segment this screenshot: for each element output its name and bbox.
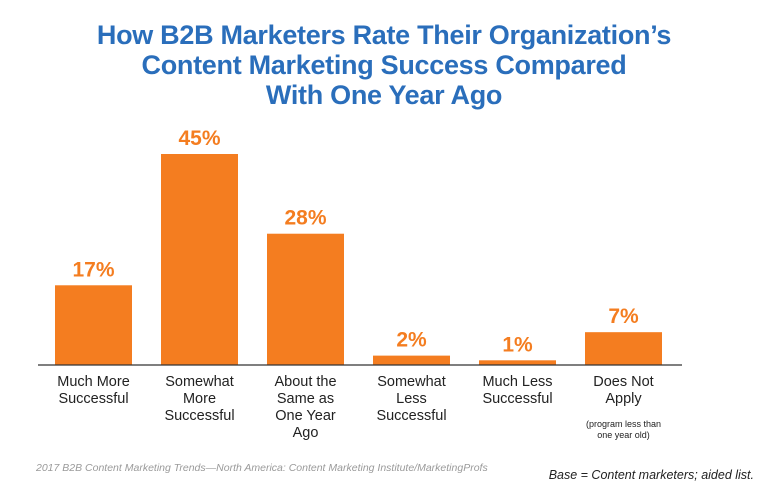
x-tick-label: Apply bbox=[605, 391, 642, 407]
bar bbox=[373, 355, 450, 365]
bar bbox=[585, 332, 662, 365]
chart-title-line: Content Marketing Success Compared bbox=[141, 50, 627, 80]
x-tick-label: More bbox=[183, 391, 216, 407]
data-label: 2% bbox=[396, 329, 427, 352]
bar bbox=[479, 360, 556, 365]
x-tick-label: Less bbox=[396, 391, 427, 407]
source-note: 2017 B2B Content Marketing Trends—North … bbox=[36, 462, 488, 474]
category-note: one year old) bbox=[597, 430, 650, 440]
chart-title-line: With One Year Ago bbox=[265, 80, 503, 110]
x-tick-label: Much Less bbox=[482, 374, 552, 390]
x-tick-label: Ago bbox=[293, 425, 319, 441]
bar bbox=[267, 233, 344, 365]
base-note: Base = Content marketers; aided list. bbox=[548, 468, 754, 482]
x-tick-label: About the bbox=[274, 374, 336, 390]
x-tick-label: Does Not bbox=[593, 374, 653, 390]
data-label: 7% bbox=[608, 305, 639, 328]
bar bbox=[161, 154, 238, 365]
category-note: (program less than bbox=[586, 419, 661, 429]
chart-title: How B2B Marketers Rate Their Organizatio… bbox=[0, 20, 768, 110]
x-tick-label: One Year bbox=[275, 408, 336, 424]
bar bbox=[55, 285, 132, 365]
chart-title-line: How B2B Marketers Rate Their Organizatio… bbox=[96, 20, 672, 50]
data-label: 45% bbox=[178, 127, 220, 150]
data-label: 17% bbox=[72, 258, 114, 281]
x-tick-label: Successful bbox=[376, 408, 446, 424]
x-tick-label: Successful bbox=[164, 408, 234, 424]
data-label: 1% bbox=[502, 333, 533, 356]
data-label: 28% bbox=[284, 207, 326, 230]
x-tick-label: Somewhat bbox=[377, 374, 446, 390]
x-tick-label: Successful bbox=[58, 391, 128, 407]
x-tick-label: Much More bbox=[57, 374, 130, 390]
x-tick-label: Somewhat bbox=[165, 374, 234, 390]
x-tick-label: Same as bbox=[277, 391, 334, 407]
x-tick-label: Successful bbox=[482, 391, 552, 407]
